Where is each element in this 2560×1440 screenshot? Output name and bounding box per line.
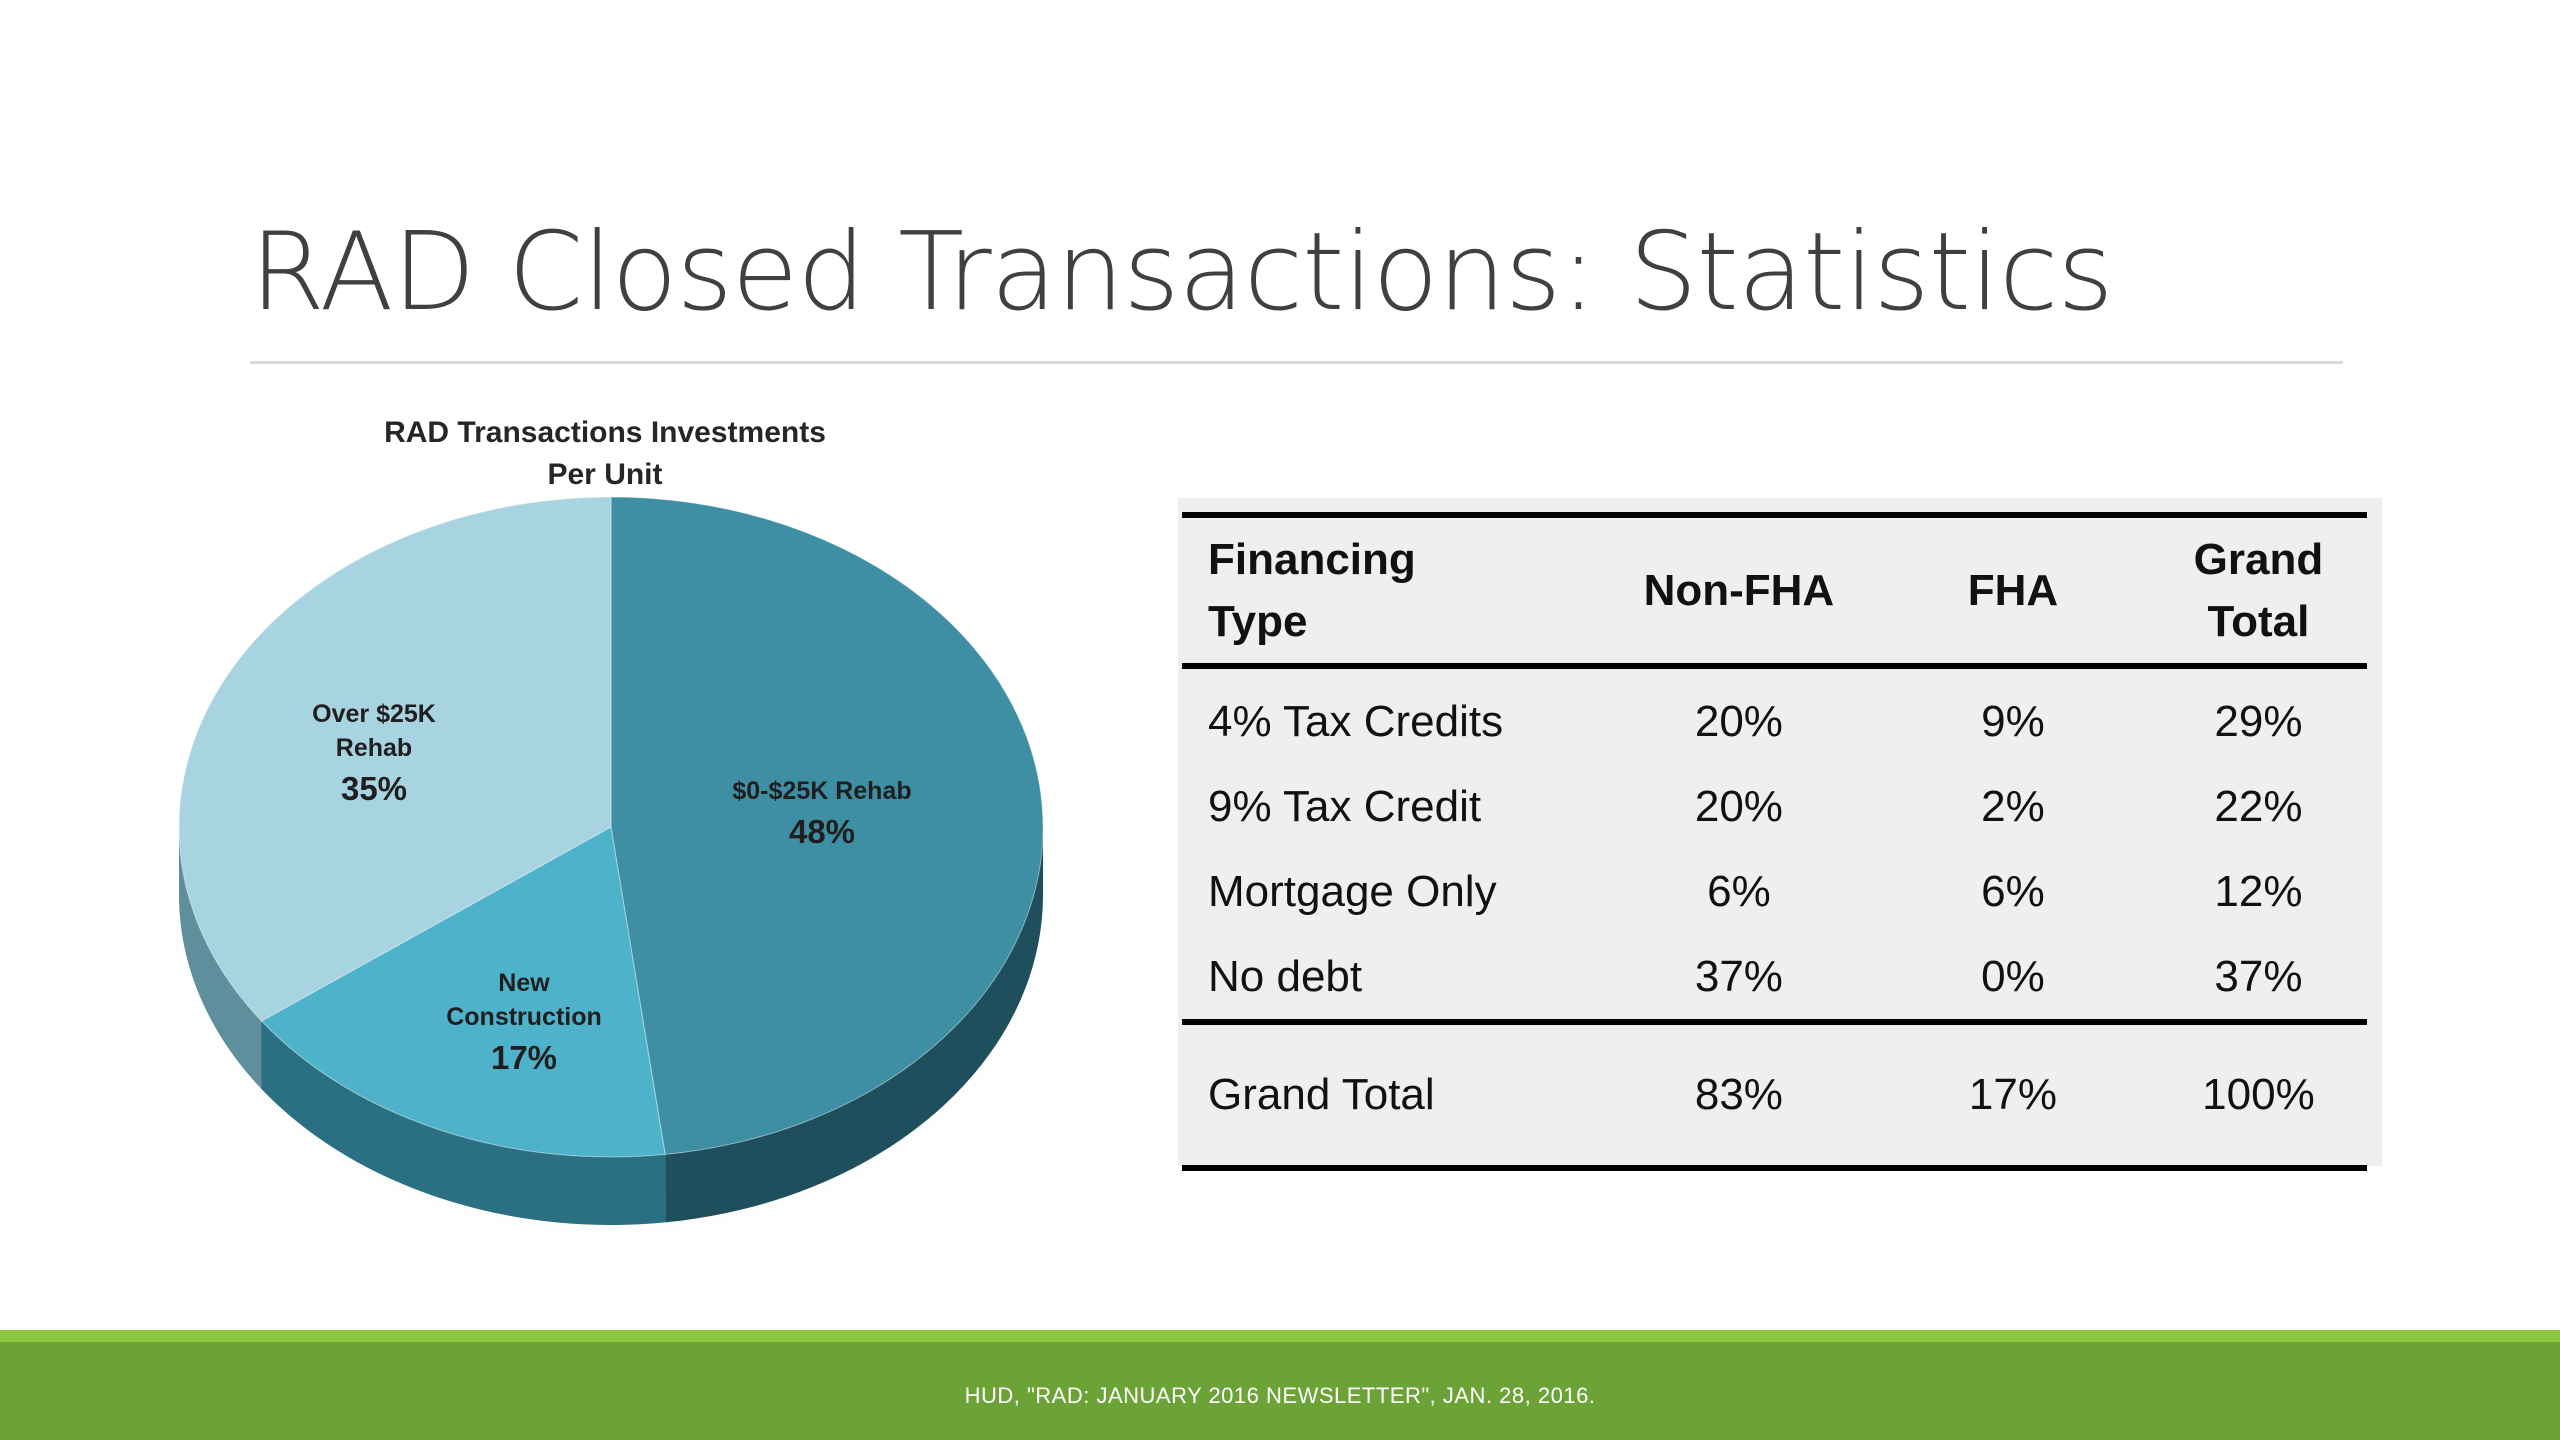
table-total-row: Grand Total 83% 17% 100% bbox=[1182, 1019, 2367, 1171]
header-grand-total: Grand Total bbox=[2149, 512, 2367, 669]
table-row: Mortgage Only 6% 6% 12% bbox=[1182, 849, 2367, 934]
slice-value-over-25k: 35% bbox=[340, 770, 408, 807]
slice-name-over-25k-line2: Rehab bbox=[335, 734, 413, 762]
header-grand-total-line2: Total bbox=[2207, 596, 2310, 646]
cell-fha: 9% bbox=[1981, 696, 2045, 746]
slice-name-over-25k-line1: Over $25K bbox=[312, 700, 436, 728]
pie-slice-side-2 bbox=[179, 827, 262, 1089]
cell-grand-total: 22% bbox=[2214, 781, 2303, 831]
pie-chart bbox=[169, 496, 1053, 1239]
total-grand-total: 100% bbox=[2149, 1019, 2367, 1171]
cell-type: No debt bbox=[1208, 951, 1363, 1001]
cell-fha: 2% bbox=[1981, 781, 2045, 831]
table-row: 9% Tax Credit 20% 2% 22% bbox=[1182, 764, 2367, 849]
total-non-fha: 83% bbox=[1601, 1019, 1876, 1171]
slice-value-rehab-0-25k: 48% bbox=[788, 813, 856, 850]
slice-name-new-construction-line1: New bbox=[498, 969, 550, 997]
cell-non-fha: 20% bbox=[1694, 696, 1783, 746]
cell-fha: 0% bbox=[1981, 951, 2045, 1001]
header-grand-total-line1: Grand bbox=[2193, 534, 2324, 584]
cell-non-fha: 37% bbox=[1694, 951, 1783, 1001]
slice-name-rehab-0-25k: $0-$25K Rehab bbox=[732, 777, 912, 805]
slice-name-new-construction-line2: Construction bbox=[446, 1003, 602, 1031]
table-row: No debt 37% 0% 37% bbox=[1182, 934, 2367, 1022]
title-divider bbox=[250, 361, 2343, 364]
cell-grand-total: 12% bbox=[2214, 866, 2303, 916]
footer-accent-line bbox=[0, 1330, 2560, 1342]
cell-grand-total: 37% bbox=[2214, 951, 2303, 1001]
header-financing-type-line1: Financing bbox=[1208, 534, 1416, 584]
pie-slice-new-construction bbox=[260, 826, 666, 1158]
pie-chart-title: RAD Transactions Investments Per Unit bbox=[330, 412, 880, 496]
pie-slice-side-1 bbox=[261, 1020, 666, 1225]
slice-label-rehab-0-25k: $0-$25K Rehab 48% bbox=[732, 774, 911, 856]
table-header-row: Financing Type Non-FHA FHA Grand Total bbox=[1182, 512, 2367, 669]
cell-non-fha: 20% bbox=[1694, 781, 1783, 831]
total-fha: 17% bbox=[1876, 1019, 2150, 1171]
cell-grand-total: 29% bbox=[2214, 696, 2303, 746]
slice-value-new-construction: 17% bbox=[490, 1039, 558, 1076]
cell-type: 4% Tax Credits bbox=[1208, 696, 1504, 746]
pie-slice-side-0 bbox=[665, 827, 1043, 1223]
table-row: 4% Tax Credits 20% 9% 29% bbox=[1182, 666, 2367, 764]
cell-type: Mortgage Only bbox=[1208, 866, 1497, 916]
pie-chart-slices bbox=[178, 496, 1044, 1158]
cell-non-fha: 6% bbox=[1707, 866, 1771, 916]
cell-type: 9% Tax Credit bbox=[1208, 781, 1482, 831]
pie-slice--0-25k-rehab bbox=[610, 496, 1044, 1155]
header-financing-type: Financing Type bbox=[1182, 512, 1602, 669]
pie-slice-over-25k-rehab bbox=[178, 496, 612, 1022]
header-non-fha: Non-FHA bbox=[1601, 512, 1876, 669]
slide-title: RAD Closed Transactions: Statistics bbox=[250, 210, 2114, 335]
header-fha: FHA bbox=[1876, 512, 2150, 669]
footer-citation: HUD, "RAD: JANUARY 2016 NEWSLETTER", JAN… bbox=[964, 1383, 1596, 1408]
slice-label-new-construction: New Construction 17% bbox=[446, 966, 602, 1082]
pie-chart-title-line2: Per Unit bbox=[547, 458, 663, 491]
financing-table: Financing Type Non-FHA FHA Grand Total 4… bbox=[1182, 512, 2367, 1171]
total-label: Grand Total bbox=[1182, 1019, 1602, 1171]
slice-label-over-25k: Over $25K Rehab 35% bbox=[312, 697, 436, 813]
header-financing-type-line2: Type bbox=[1208, 596, 1308, 646]
pie-chart-title-line1: RAD Transactions Investments bbox=[384, 416, 826, 449]
cell-fha: 6% bbox=[1981, 866, 2045, 916]
footer-bar bbox=[0, 1342, 2560, 1440]
